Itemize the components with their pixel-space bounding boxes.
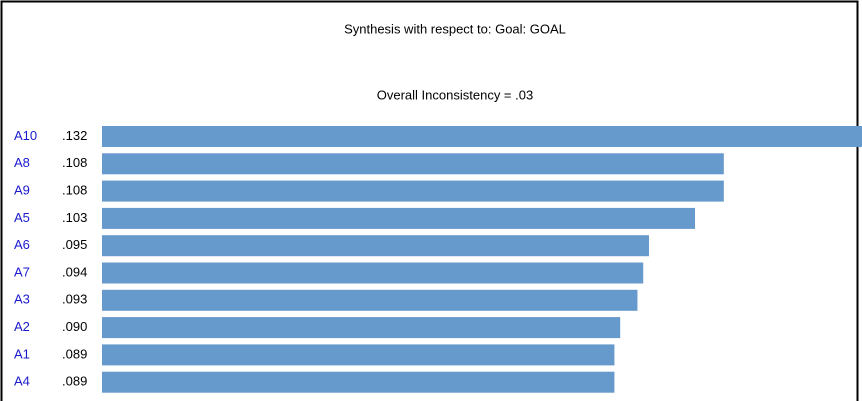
- bar: [102, 317, 621, 339]
- value-label: .093: [62, 292, 87, 307]
- value-label: .089: [62, 374, 87, 389]
- bar: [102, 153, 724, 175]
- bar: [102, 371, 615, 393]
- bar: [102, 126, 862, 147]
- value-label: .108: [62, 183, 87, 198]
- chart-title: Synthesis with respect to: Goal: GOAL: [344, 21, 566, 36]
- category-label: A4: [14, 374, 30, 389]
- value-label: .094: [62, 264, 87, 279]
- value-label: .132: [62, 128, 87, 143]
- bar: [102, 207, 696, 229]
- category-label: A3: [14, 292, 30, 307]
- category-label: A2: [14, 319, 30, 334]
- bar: [102, 180, 724, 202]
- value-label: .108: [62, 155, 87, 170]
- category-label: A7: [14, 264, 30, 279]
- bar: [102, 262, 644, 284]
- bar: [102, 289, 638, 311]
- category-label: A10: [14, 128, 37, 143]
- inconsistency: Overall Inconsistency = .03: [377, 87, 533, 102]
- value-label: .089: [62, 346, 87, 361]
- value-label: .103: [62, 210, 87, 225]
- category-label: A8: [14, 155, 30, 170]
- value-label: .090: [62, 319, 87, 334]
- category-label: A9: [14, 183, 30, 198]
- value-label: .095: [62, 237, 87, 252]
- bar: [102, 344, 615, 366]
- category-label: A5: [14, 210, 30, 225]
- bar: [102, 235, 649, 257]
- category-label: A1: [14, 346, 30, 361]
- category-label: A6: [14, 237, 30, 252]
